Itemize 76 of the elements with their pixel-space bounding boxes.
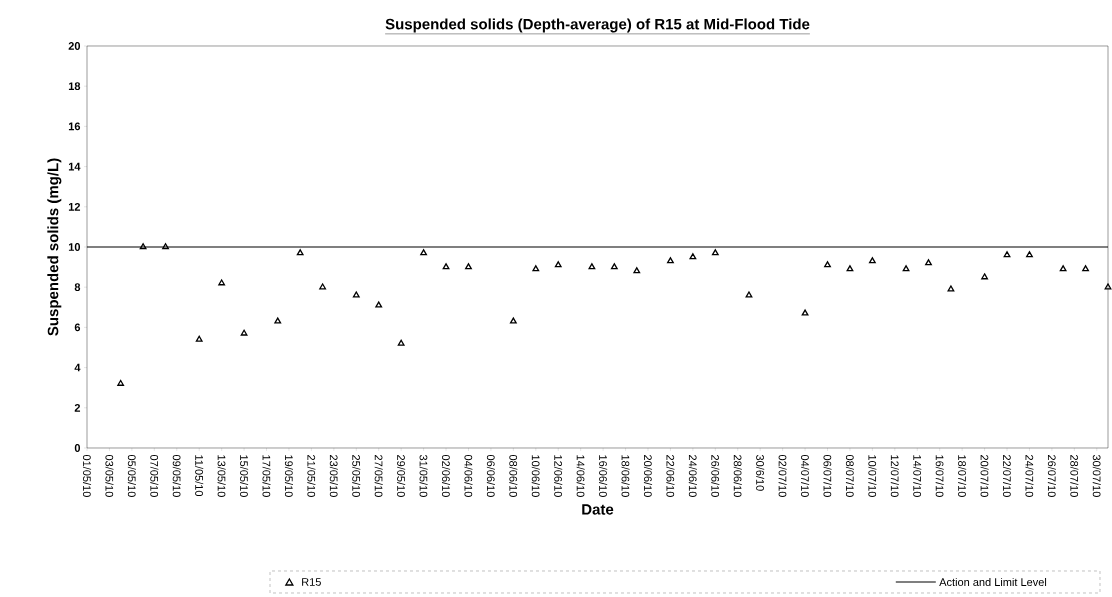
y-axis-title: Suspended solids (mg/L) <box>47 158 62 336</box>
point <box>610 263 618 270</box>
point <box>240 329 248 336</box>
x-tick-label: 10/06/10 <box>531 455 540 497</box>
point <box>509 317 517 324</box>
point <box>1059 265 1067 272</box>
x-tick-label: 09/05/10 <box>172 454 181 497</box>
point <box>801 309 809 316</box>
x-tick-label: 29/05/10 <box>397 455 406 497</box>
x-tick-label: 07/05/10 <box>150 454 159 497</box>
y-tick-label: 2 <box>74 403 81 412</box>
x-tick-label: 16/06/10 <box>599 455 608 497</box>
point <box>1003 251 1011 258</box>
x-tick-label: 02/07/10 <box>778 454 787 497</box>
legend-label: R15 <box>302 578 321 586</box>
x-tick-label: 15/05/10 <box>240 455 249 497</box>
x-tick-label: 02/06/10 <box>442 454 451 497</box>
x-tick-label: 27/05/10 <box>374 455 383 497</box>
x-tick-label: 06/07/10 <box>823 454 832 497</box>
y-tick-label: 18 <box>68 82 81 91</box>
x-tick-label: 28/07/10 <box>1070 455 1079 497</box>
x-tick-label: 30/6/10 <box>756 454 765 491</box>
point <box>274 317 282 324</box>
x-tick-label: 04/06/10 <box>464 454 473 497</box>
y-tick-label: 0 <box>74 444 81 452</box>
y-tick-label: 16 <box>68 122 81 131</box>
x-tick-label: 04/07/10 <box>801 454 810 497</box>
x-tick-label: 13/05/10 <box>217 455 226 497</box>
legend-label: Action and Limit Level <box>939 577 1047 587</box>
x-tick-label: 24/06/10 <box>688 455 697 497</box>
chart-title: Suspended solids (Depth-average) of R15 at Mid-Flood Tide <box>385 18 810 33</box>
point <box>195 335 203 342</box>
x-tick-label: 22/06/10 <box>666 455 675 497</box>
x-tick-label: 26/07/10 <box>1047 455 1056 497</box>
x-tick-label: 08/06/10 <box>509 454 518 497</box>
x-tick-label: 18/06/10 <box>621 455 630 497</box>
x-tick-label: 31/05/10 <box>419 454 428 497</box>
y-tick-label: 12 <box>68 202 81 211</box>
x-tick-label: 12/07/10 <box>890 455 899 497</box>
y-tick-label: 10 <box>68 243 81 251</box>
x-tick-label: 12/06/10 <box>554 455 563 497</box>
x-tick-label: 24/07/10 <box>1025 455 1034 497</box>
x-axis-title: Date <box>582 504 614 515</box>
x-tick-label: 06/06/10 <box>486 454 495 497</box>
y-tick-label: 8 <box>74 283 81 292</box>
y-tick-label: 20 <box>68 42 81 50</box>
point <box>588 263 596 270</box>
x-tick-label: 28/06/10 <box>733 455 742 497</box>
x-tick-label: 08/07/10 <box>845 454 854 497</box>
x-tick-label: 20/06/10 <box>643 455 653 497</box>
x-tick-label: 14/06/10 <box>576 455 585 497</box>
x-tick-label: 16/07/10 <box>935 455 944 497</box>
x-tick-label: 17/05/10 <box>262 455 271 497</box>
point <box>139 243 147 250</box>
x-tick-label: 05/05/10 <box>127 454 136 497</box>
y-tick-label: 14 <box>68 162 81 171</box>
point <box>117 379 125 386</box>
x-tick-label: 18/07/10 <box>958 455 967 497</box>
x-tick-label: 23/05/10 <box>329 455 338 497</box>
x-tick-label: 26/06/10 <box>711 455 720 497</box>
x-tick-label: 25/05/10 <box>352 455 361 497</box>
point <box>375 301 383 308</box>
x-tick-label: 11/05/10 <box>195 455 204 497</box>
x-tick-label: 30/07/10 <box>1092 454 1101 497</box>
x-tick-label: 21/05/10 <box>307 455 316 497</box>
y-tick-label: 4 <box>74 363 81 372</box>
x-tick-label: 14/07/10 <box>913 455 922 497</box>
x-tick-label: 03/05/10 <box>105 454 114 497</box>
point <box>442 263 450 270</box>
x-tick-label: 20/07/10 <box>980 455 989 497</box>
x-tick-label: 22/07/10 <box>1002 455 1012 497</box>
point <box>397 339 405 346</box>
x-tick-label: 19/05/10 <box>284 455 293 497</box>
x-tick-label: 01/05/10 <box>82 454 92 497</box>
y-tick-label: 6 <box>74 323 81 332</box>
x-tick-label: 10/07/10 <box>868 455 877 497</box>
